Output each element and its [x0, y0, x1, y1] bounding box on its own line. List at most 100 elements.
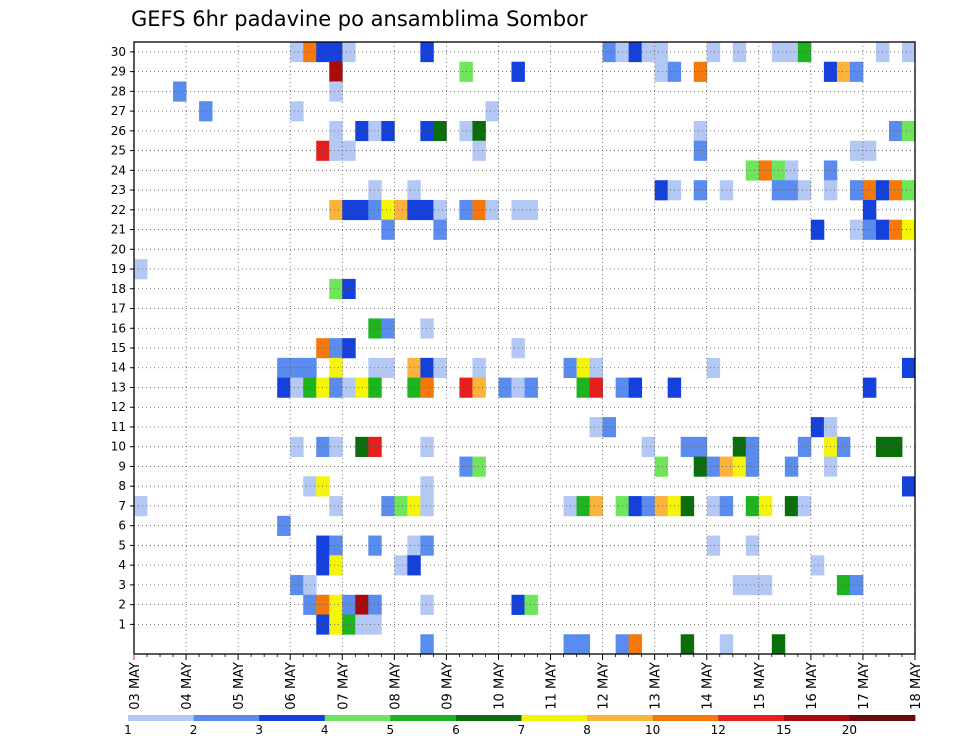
precip-cell: [394, 496, 408, 517]
precip-cell: [680, 436, 695, 457]
precip-cell: [797, 496, 812, 517]
precip-cell: [589, 417, 603, 438]
precip-cell: [368, 180, 382, 201]
x-tick-label: 13 MAY: [649, 662, 664, 710]
precip-cell: [732, 575, 747, 596]
precip-cell: [420, 496, 434, 517]
precip-cell: [329, 357, 343, 379]
x-tick-label: 05 MAY: [232, 662, 247, 710]
precip-cell: [784, 160, 799, 181]
precip-cell: [342, 377, 356, 398]
precip-cell: [329, 81, 343, 102]
precip-cell: [576, 496, 590, 517]
precip-cell: [693, 456, 708, 477]
precip-cell: [303, 357, 317, 379]
precip-cell: [732, 456, 747, 477]
y-tick-label: 3: [118, 578, 126, 592]
precip-cell: [745, 160, 760, 181]
y-tick-label: 14: [111, 361, 126, 375]
precip-cell: [368, 436, 382, 457]
precip-cell: [485, 101, 499, 122]
precip-cell: [888, 219, 903, 240]
y-tick-label: 27: [111, 104, 126, 118]
colorbar-label: 12: [711, 723, 726, 737]
precip-cell: [342, 140, 356, 161]
precip-cell: [901, 42, 916, 63]
precip-cell: [329, 614, 343, 635]
precip-cell: [576, 357, 590, 379]
precip-cell: [368, 199, 382, 221]
precip-cell: [888, 120, 903, 142]
precip-cell: [693, 180, 708, 201]
precip-cell: [901, 476, 916, 497]
precip-cell: [784, 496, 799, 517]
precip-cell: [758, 575, 773, 596]
precip-cell: [628, 496, 643, 517]
precip-cell: [524, 594, 538, 615]
heatmap-cells: [134, 42, 916, 655]
colorbar-label: 10: [645, 723, 660, 737]
precip-cell: [381, 496, 395, 517]
precip-cell: [199, 101, 213, 122]
colorbar-swatch: [718, 715, 785, 721]
precip-cell: [888, 180, 903, 201]
precip-cell: [758, 160, 773, 181]
y-tick-label: 9: [118, 459, 126, 473]
precip-cell: [342, 338, 356, 359]
precip-cell: [563, 634, 577, 655]
y-tick-label: 6: [118, 519, 126, 533]
precip-cell: [355, 377, 369, 398]
y-tick-label: 22: [111, 203, 126, 217]
precip-cell: [342, 42, 356, 63]
precip-cell: [329, 436, 343, 457]
precip-cell: [901, 120, 916, 142]
colorbar-label: 3: [255, 723, 263, 737]
precip-cell: [472, 357, 486, 379]
precip-cell: [329, 377, 343, 398]
precip-cell: [732, 42, 747, 63]
colorbar-swatch: [455, 715, 522, 721]
precip-cell: [576, 634, 590, 655]
precip-cell: [706, 42, 721, 63]
x-tick-label: 18 MAY: [909, 662, 924, 710]
precip-cell: [693, 120, 708, 142]
y-tick-label: 18: [111, 282, 126, 296]
precip-cell: [420, 535, 434, 556]
precip-cell: [862, 199, 877, 221]
precip-cell: [654, 456, 669, 477]
precip-cell: [433, 120, 447, 142]
precip-cell: [836, 436, 851, 457]
colorbar-swatch: [193, 715, 260, 721]
colorbar-swatch: [521, 715, 588, 721]
precip-cell: [472, 377, 486, 398]
precip-cell: [706, 357, 721, 379]
precip-cell: [290, 42, 304, 63]
precip-cell: [693, 436, 708, 457]
precip-cell: [602, 42, 617, 63]
precip-cell: [524, 377, 538, 398]
precip-cell: [290, 575, 304, 596]
x-tick-label: 12 MAY: [597, 662, 612, 710]
precip-cell: [381, 357, 395, 379]
precip-cell: [342, 278, 356, 300]
precip-cell: [329, 535, 343, 556]
precip-cell: [355, 614, 369, 635]
precip-cell: [706, 535, 721, 556]
y-axis: 1234567891011121314151617181920212223242…: [111, 45, 134, 631]
y-tick-label: 23: [111, 183, 126, 197]
precip-cell: [368, 614, 382, 635]
colorbar-label: 7: [518, 723, 526, 737]
precip-cell: [693, 61, 708, 82]
y-tick-label: 29: [111, 65, 126, 79]
precip-cell: [849, 140, 864, 161]
precip-cell: [784, 42, 799, 63]
precip-cell: [615, 634, 630, 655]
precip-cell: [589, 357, 603, 379]
precip-cell: [290, 101, 304, 122]
x-tick-label: 15 MAY: [753, 662, 768, 710]
precip-cell: [355, 199, 369, 221]
precip-cell: [485, 199, 499, 221]
y-tick-label: 24: [111, 163, 126, 177]
precip-cell: [589, 496, 603, 517]
